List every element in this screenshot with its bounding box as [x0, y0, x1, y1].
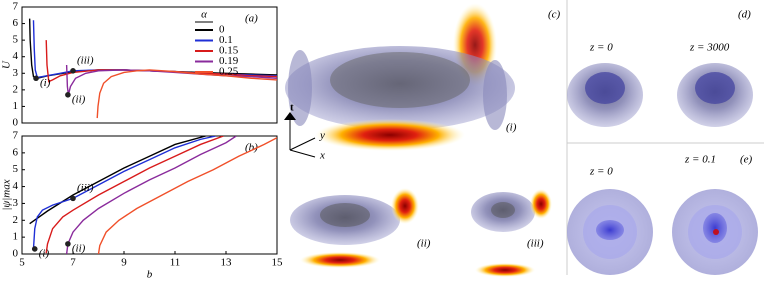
y-tick-label: 7 [13, 1, 19, 13]
y-axis-label: U [1, 60, 13, 69]
panel-label: (c) [548, 9, 561, 21]
legend-title: α [201, 9, 207, 21]
y-tick-label: 1 [13, 100, 19, 112]
x-tick-label: 9 [121, 257, 127, 269]
y-tick-label: 7 [13, 130, 19, 142]
point-marker [70, 195, 76, 202]
series-line [32, 136, 216, 249]
y-tick-label: 0 [13, 117, 19, 129]
caption: z = 0 [589, 42, 613, 54]
y-tick-label: 3 [13, 197, 19, 209]
plot-frame [21, 135, 278, 255]
legend-label: 0 [219, 24, 225, 36]
point-label: (i) [39, 247, 50, 259]
legend-label: 0.15 [219, 45, 239, 57]
y-tick-label: 5 [13, 34, 19, 46]
x-tick-label: 15 [272, 257, 284, 269]
point-label: (iii) [77, 182, 94, 194]
series-line [65, 136, 237, 254]
x-tick-label: 7 [70, 257, 76, 269]
series-line [29, 136, 206, 225]
caption: z = 3000 [689, 42, 730, 54]
y-tick-label: 6 [13, 146, 19, 158]
point-marker [65, 92, 71, 98]
panel-d-art [567, 63, 753, 127]
series-line [32, 20, 277, 79]
point-marker [70, 68, 76, 74]
x-axis-label: b [147, 269, 153, 281]
legend-label: 0.1 [219, 34, 233, 46]
point-label: (iii) [77, 54, 94, 66]
x-tick-label: 13 [221, 257, 233, 269]
legend-label: 0.19 [219, 55, 239, 67]
sub-label: (iii) [527, 238, 544, 250]
plot: 0 1 2 3 4 5 6 7 5 7 9 11 13 15 b |ψ|max (b) (i) (ii) (iii) [1, 130, 283, 281]
panel-c-art [284, 3, 552, 277]
panel-label: (a) [245, 13, 258, 25]
panel-label: (b) [245, 142, 258, 154]
series-group [29, 136, 277, 254]
point-marker [33, 75, 39, 82]
y-tick-label: 0 [13, 248, 19, 260]
y-tick-label: 2 [13, 83, 19, 95]
x-tick-label: 11 [170, 257, 181, 269]
series-group [28, 18, 277, 119]
y-tick-label: 6 [13, 17, 19, 29]
series-line [45, 136, 224, 254]
panel-label: (d) [738, 9, 751, 21]
y-tick-label: 2 [13, 214, 19, 226]
point-marker [65, 241, 71, 247]
axis-label: t [290, 102, 294, 114]
y-tick-label: 4 [13, 50, 19, 62]
panel-label: (e) [740, 154, 753, 166]
x-tick-label: 5 [19, 257, 25, 269]
point-label: (ii) [72, 93, 86, 105]
series-line [97, 137, 277, 254]
y-tick-label: 3 [13, 67, 19, 79]
axis-label: y [319, 130, 325, 142]
caption: z = 0 [589, 166, 613, 178]
series-line [96, 69, 277, 119]
point-label: (ii) [72, 242, 86, 254]
caption: z = 0.1 [684, 154, 716, 166]
sub-label: (i) [506, 122, 517, 134]
y-axis-label: |ψ|max [1, 179, 13, 210]
point-label: (i) [40, 77, 51, 89]
panel-e-art [567, 189, 758, 275]
legend-label: 0.25 [219, 66, 239, 78]
plot-frame [21, 6, 278, 124]
plot: 01234567U(a)(i)(ii)(iii)α00.10.150.190.2… [1, 1, 278, 129]
sub-label: (ii) [417, 238, 431, 250]
y-tick-label: 5 [13, 163, 19, 175]
point-marker [31, 246, 38, 252]
y-tick-label: 4 [13, 180, 19, 192]
y-tick-label: 1 [13, 231, 19, 243]
axis-label: x [319, 150, 325, 162]
